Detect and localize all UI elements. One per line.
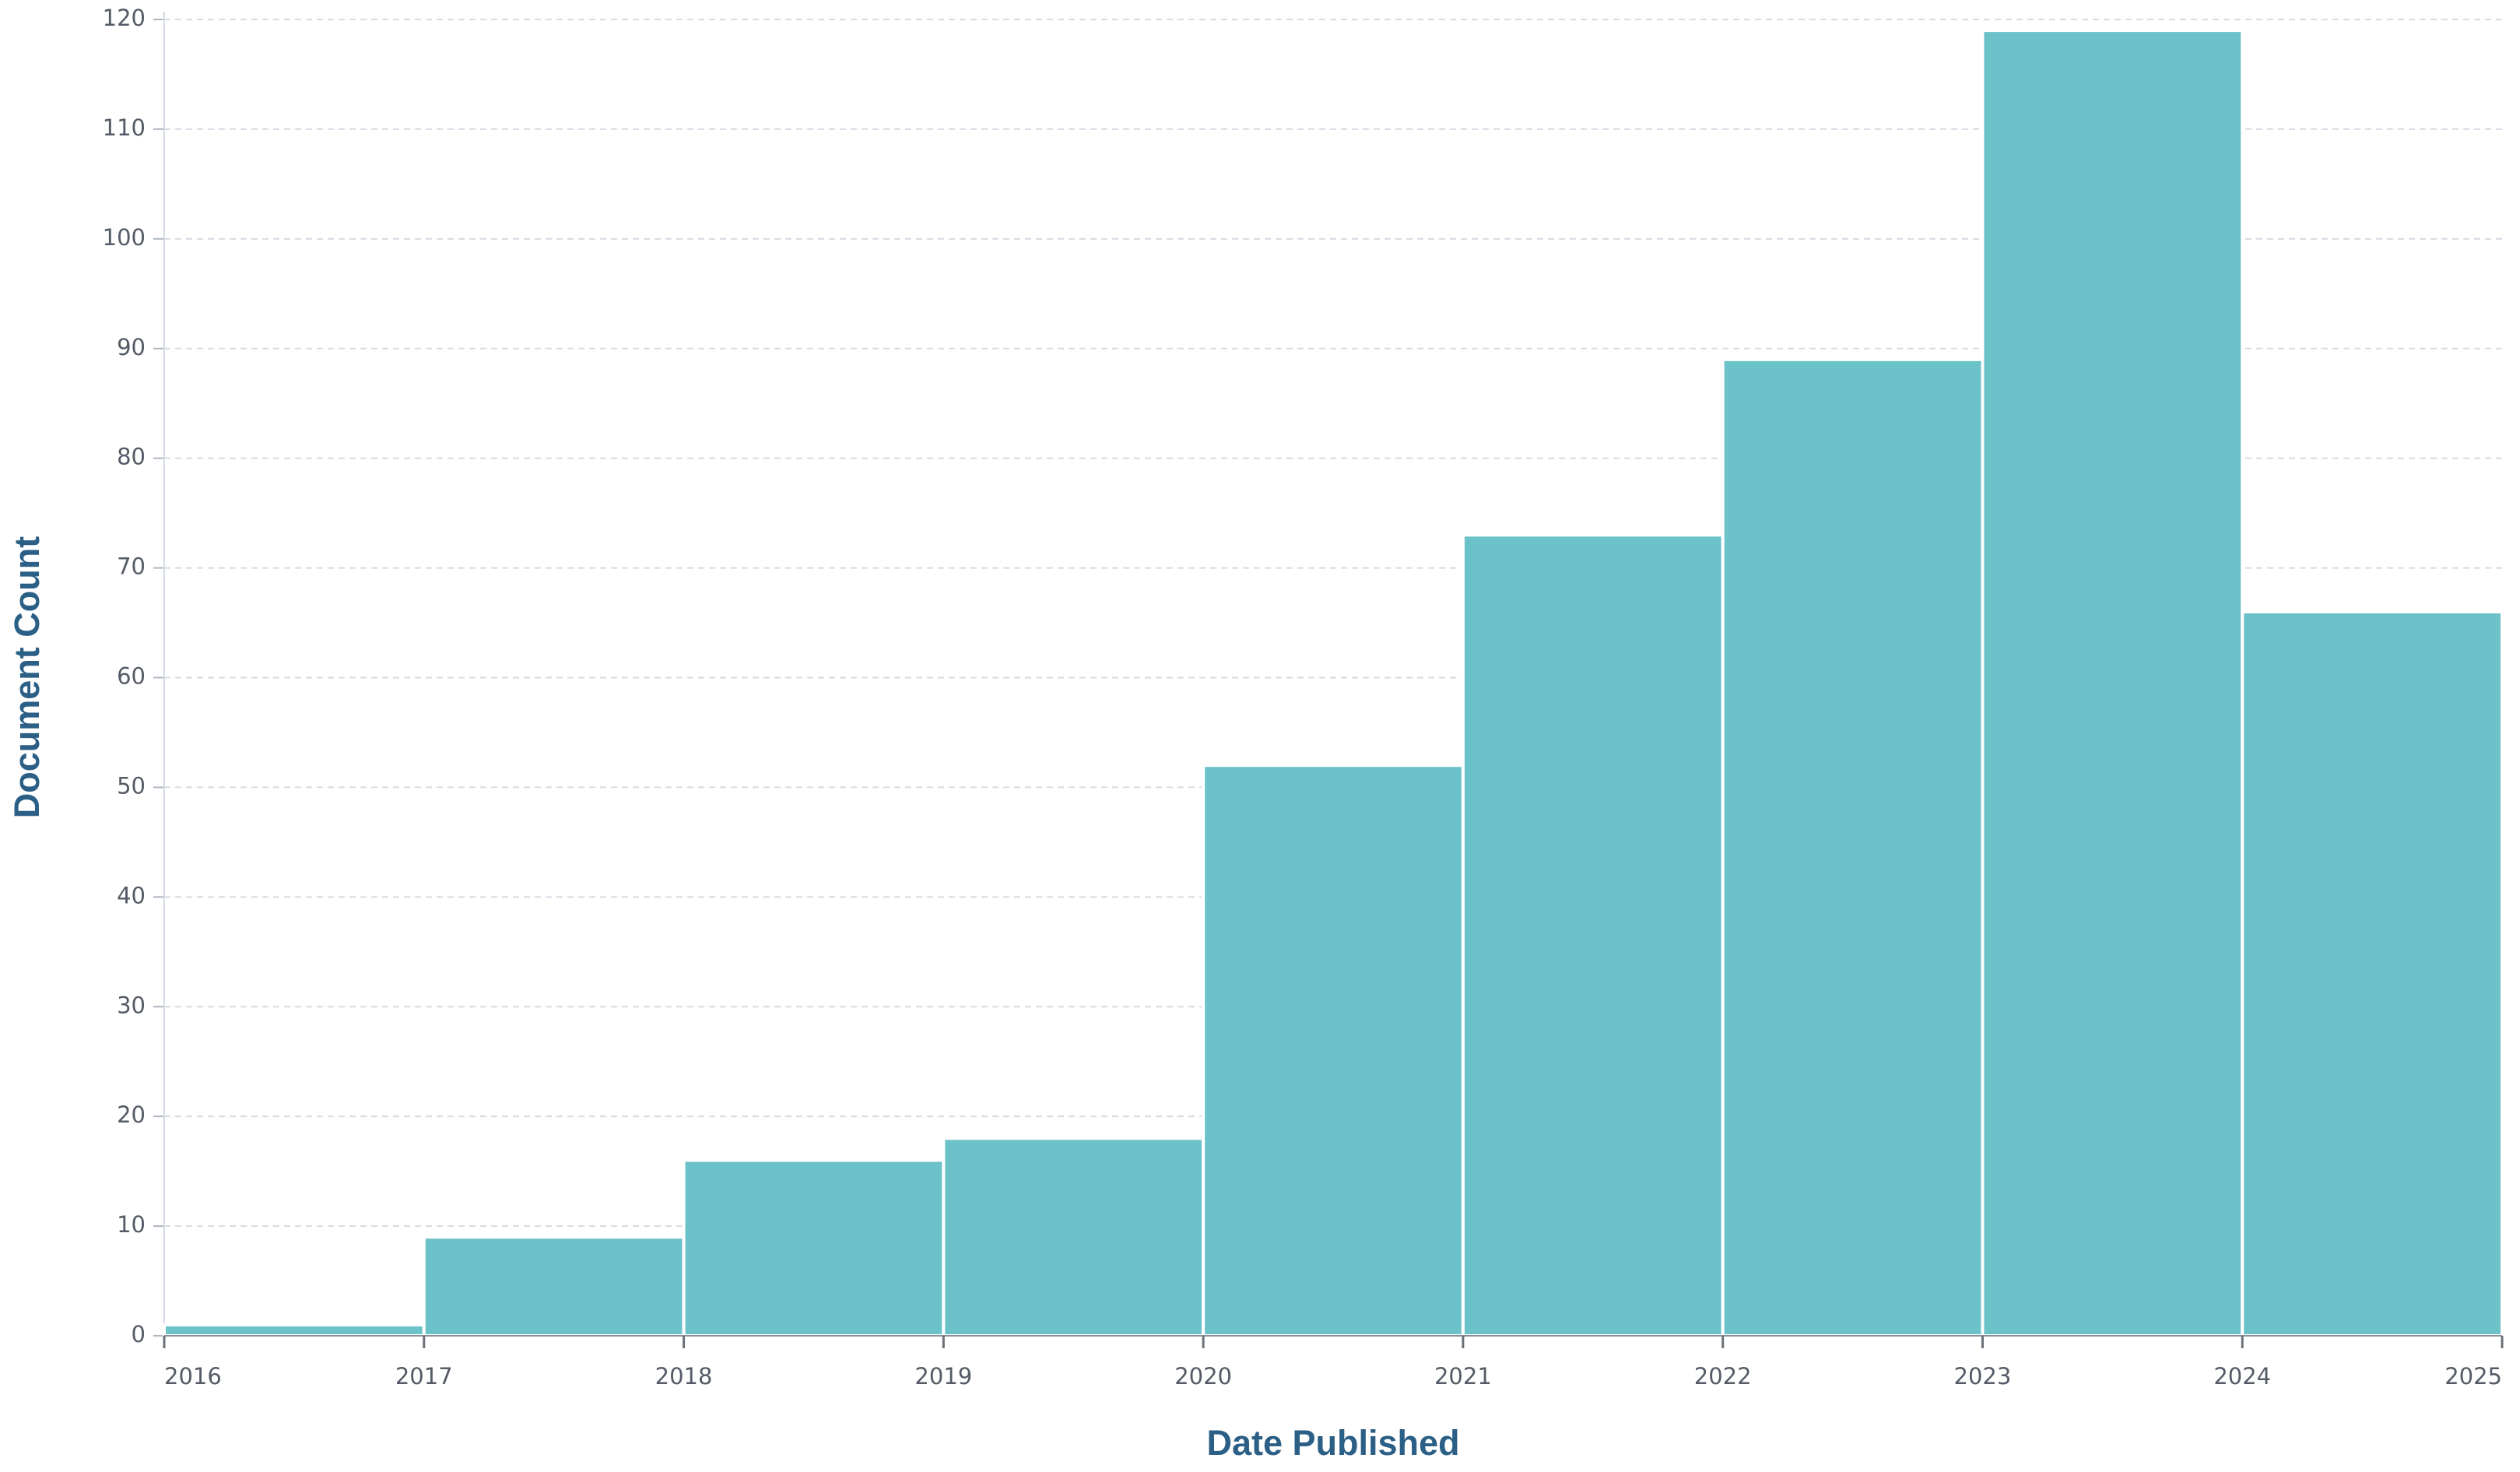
y-tick-label: 30 — [117, 992, 146, 1018]
y-tick-label: 110 — [103, 114, 146, 141]
bar — [1721, 357, 1985, 1337]
y-tick-label: 80 — [117, 444, 146, 470]
bar — [1202, 764, 1465, 1337]
bar — [1461, 533, 1725, 1337]
y-tick-label: 0 — [132, 1321, 146, 1347]
bar — [942, 1136, 1206, 1337]
x-tick-label: 2022 — [1694, 1363, 1752, 1389]
x-tick-label: 2021 — [1434, 1363, 1492, 1389]
y-tick-label: 120 — [103, 5, 146, 31]
x-tick-label: 2017 — [395, 1363, 453, 1389]
x-tick-label: 2019 — [914, 1363, 972, 1389]
x-tick-label: 2023 — [1954, 1363, 2012, 1389]
y-tick-label: 90 — [117, 334, 146, 360]
x-axis-title: Date Published — [1206, 1423, 1459, 1463]
bar — [682, 1158, 946, 1337]
y-tick-label: 50 — [117, 772, 146, 799]
x-tick-label: 2016 — [164, 1363, 222, 1389]
x-tick-label: 2018 — [655, 1363, 713, 1389]
y-tick-label: 10 — [117, 1211, 146, 1238]
y-tick-label: 70 — [117, 553, 146, 580]
y-axis-title: Document Count — [7, 536, 47, 818]
x-tick-label: 2020 — [1174, 1363, 1232, 1389]
bar — [2241, 610, 2504, 1337]
y-tick-label: 20 — [117, 1101, 146, 1128]
x-tick-label: 2024 — [2213, 1363, 2271, 1389]
y-tick-label: 40 — [117, 882, 146, 908]
x-tick-label: 2025 — [2445, 1363, 2502, 1389]
y-tick-label: 100 — [103, 224, 146, 251]
bar — [1981, 29, 2244, 1337]
bar — [163, 1323, 426, 1337]
y-tick-label: 60 — [117, 663, 146, 690]
bar — [422, 1235, 686, 1338]
